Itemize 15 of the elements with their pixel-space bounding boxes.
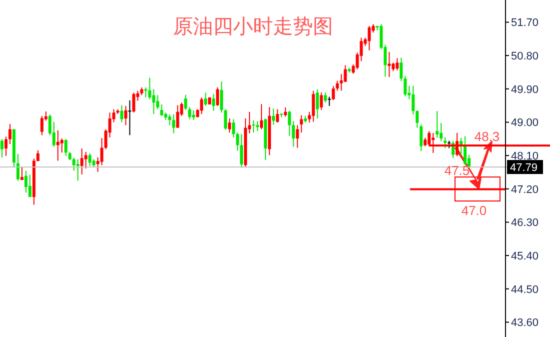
y-tick-label: 47.20 bbox=[511, 184, 539, 196]
annotation: 47.0 bbox=[461, 203, 487, 218]
y-tick-label: 43.60 bbox=[511, 317, 539, 330]
y-tick-label: 51.70 bbox=[511, 17, 539, 30]
annotation: 47.5 bbox=[444, 163, 470, 178]
y-tick-label: 48.10 bbox=[511, 150, 539, 163]
y-tick-label: 50.80 bbox=[511, 50, 539, 63]
y-tick-label: 46.30 bbox=[511, 217, 539, 230]
y-tick-label: 49.00 bbox=[511, 117, 539, 130]
text: 原油四小时走势图 bbox=[173, 16, 333, 38]
y-tick-label: 49.90 bbox=[511, 84, 539, 96]
y-tick-label: 44.50 bbox=[511, 284, 539, 296]
y-tick-label: 45.40 bbox=[511, 250, 539, 263]
ref-line-label: 47.79 bbox=[510, 162, 538, 174]
text: 48.3 bbox=[474, 129, 500, 144]
